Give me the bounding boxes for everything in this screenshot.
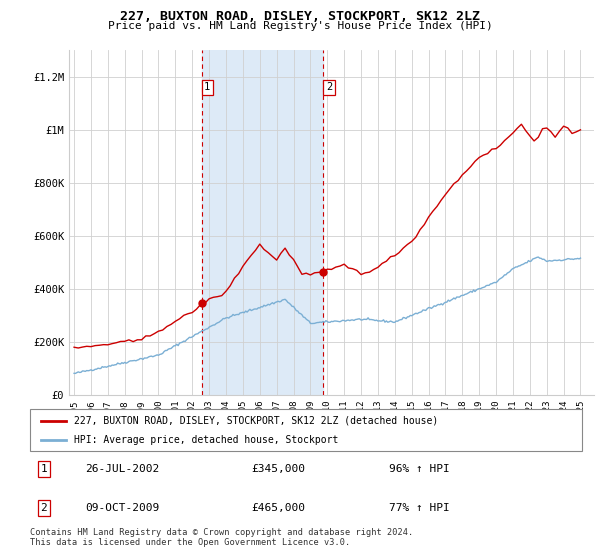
Bar	[202, 50, 323, 395]
Text: £345,000: £345,000	[251, 464, 305, 474]
Text: HPI: Average price, detached house, Stockport: HPI: Average price, detached house, Stoc…	[74, 435, 338, 445]
Text: 2: 2	[40, 503, 47, 513]
Text: 26-JUL-2002: 26-JUL-2002	[85, 464, 160, 474]
Text: 77% ↑ HPI: 77% ↑ HPI	[389, 503, 449, 513]
Text: 2: 2	[326, 82, 332, 92]
Text: 1: 1	[40, 464, 47, 474]
Text: 227, BUXTON ROAD, DISLEY, STOCKPORT, SK12 2LZ (detached house): 227, BUXTON ROAD, DISLEY, STOCKPORT, SK1…	[74, 416, 439, 426]
Text: Price paid vs. HM Land Registry's House Price Index (HPI): Price paid vs. HM Land Registry's House …	[107, 21, 493, 31]
Text: £465,000: £465,000	[251, 503, 305, 513]
Text: 227, BUXTON ROAD, DISLEY, STOCKPORT, SK12 2LZ: 227, BUXTON ROAD, DISLEY, STOCKPORT, SK1…	[120, 10, 480, 22]
Text: Contains HM Land Registry data © Crown copyright and database right 2024.
This d: Contains HM Land Registry data © Crown c…	[30, 528, 413, 547]
Text: 1: 1	[204, 82, 211, 92]
Text: 96% ↑ HPI: 96% ↑ HPI	[389, 464, 449, 474]
Text: 09-OCT-2009: 09-OCT-2009	[85, 503, 160, 513]
